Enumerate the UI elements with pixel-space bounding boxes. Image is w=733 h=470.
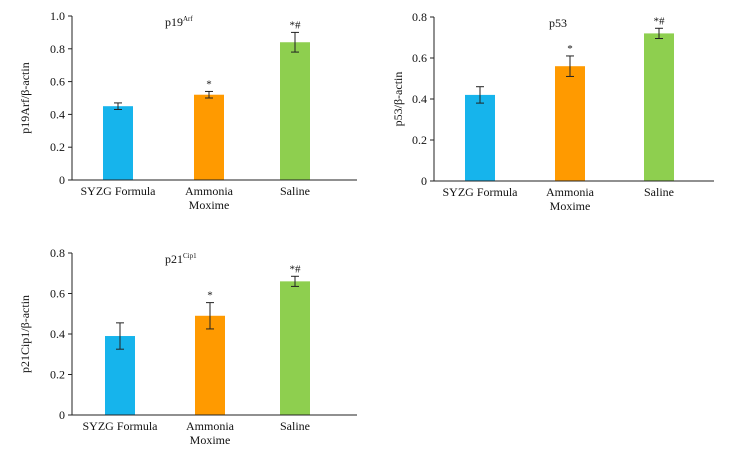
y-tick-label: 0: [421, 174, 427, 188]
bar: [465, 94, 495, 181]
significance-label: *#: [290, 263, 302, 275]
y-tick-label: 0.8: [50, 246, 65, 260]
significance-label: *: [206, 78, 212, 90]
x-tick-label: SYZG Formula: [443, 185, 519, 199]
chart-panel-1: * *# 0 0.2 0.4 0.6 0.8 1.0 SYZG Formula Ammonia Mo…: [18, 9, 357, 212]
y-axis-label: p19Arf/β-actin: [18, 62, 32, 133]
y-tick-label: 0.8: [412, 10, 427, 24]
bar: [280, 281, 310, 415]
bar: [194, 94, 224, 180]
y-axis-label: p21Cip1/β-actin: [18, 295, 32, 373]
chart-title: p19Arf: [165, 15, 193, 29]
y-tick-label: 0.6: [50, 75, 65, 89]
x-tick-label: Saline: [644, 185, 674, 199]
x-tick-label: Saline: [280, 419, 310, 433]
significance-label: *: [567, 43, 573, 55]
y-tick-label: 0.2: [412, 133, 427, 147]
y-tick-label: 0.2: [50, 140, 65, 154]
chart-title: p21Cip1: [165, 252, 197, 266]
y-tick-label: 0: [59, 408, 65, 422]
y-tick-label: 0: [59, 173, 65, 187]
y-tick-label: 0.4: [50, 107, 65, 121]
y-tick-label: 0.4: [412, 92, 427, 106]
bar: [644, 33, 674, 182]
bar: [280, 42, 310, 180]
y-tick-label: 0.4: [50, 327, 65, 341]
x-tick-label: SYZG Formula: [83, 419, 159, 433]
x-tick-label: SYZG Formula: [81, 184, 157, 198]
x-tick-label: Ammonia Moxime: [546, 185, 595, 213]
significance-label: *#: [290, 19, 302, 31]
x-tick-label: Saline: [280, 184, 310, 198]
y-tick-label: 0.2: [50, 368, 65, 382]
chart-title: p53: [549, 16, 567, 30]
chart-panel-3: * *# 0 0.2 0.4 0.6 0.8 SYZG Formula Ammonia Moxim…: [18, 246, 357, 447]
significance-label: *#: [654, 15, 666, 27]
bar: [195, 315, 225, 415]
x-tick-label: Ammonia Moxime: [186, 419, 235, 447]
y-tick-label: 0.8: [50, 42, 65, 56]
significance-label: *: [207, 290, 213, 302]
x-tick-label: Ammonia Moxime: [185, 184, 234, 212]
bar: [555, 66, 585, 181]
y-axis-label: p53/β-actin: [391, 72, 405, 127]
y-tick-label: 1.0: [50, 9, 65, 23]
y-tick-label: 0.6: [412, 51, 427, 65]
y-tick-label: 0.6: [50, 287, 65, 301]
chart-panel-2: * *# 0 0.2 0.4 0.6 0.8 SYZG Formula Ammonia Moxim…: [391, 10, 714, 213]
bar: [103, 106, 133, 180]
